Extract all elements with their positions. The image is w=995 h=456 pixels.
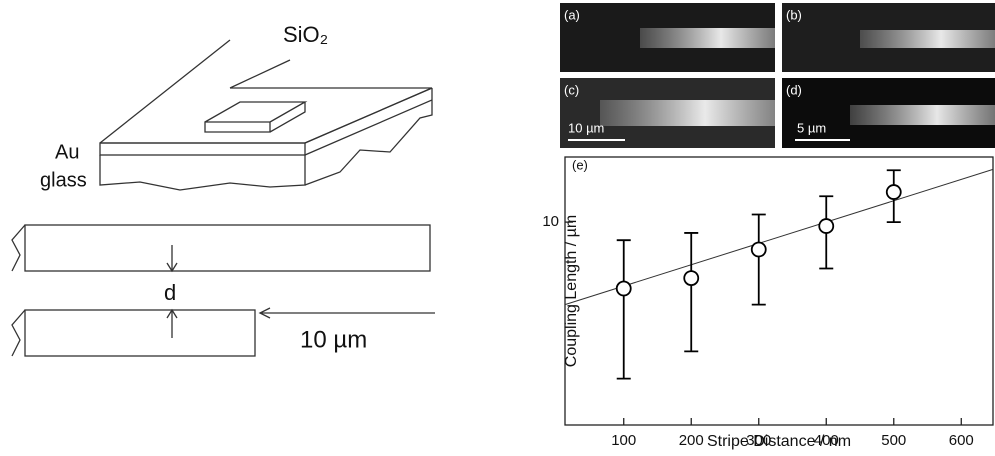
error-bar [751, 213, 766, 306]
au-layer [99, 142, 306, 156]
slab-top [100, 87, 433, 144]
stripe-bottom [24, 309, 256, 357]
x-tick-label: 300 [746, 432, 771, 449]
oxide-label: SiO₂ [283, 22, 328, 47]
scale-label: 10 µm [568, 120, 604, 135]
x-tick-label: 200 [679, 432, 704, 449]
point [683, 270, 700, 287]
panel-label: (d) [786, 82, 802, 97]
panel-label: (c) [564, 82, 579, 97]
diagram [11, 39, 435, 357]
y-axis-label: Coupling Length / µm [563, 215, 580, 367]
break [11, 224, 26, 272]
glass-layer [99, 155, 306, 191]
gap-label: d [164, 280, 176, 305]
x-tick-label: 100 [611, 432, 636, 449]
gap-arrow [166, 262, 178, 273]
scale-label: 5 µm [797, 120, 826, 135]
x-tick-label: 500 [881, 432, 906, 449]
fit-line [564, 168, 994, 306]
point [818, 218, 835, 234]
error-bar [616, 239, 631, 380]
length-label: 10 µm [300, 326, 367, 353]
error-bar [684, 232, 699, 353]
panel-label: (e) [572, 157, 588, 172]
y-tick-label: 10 [542, 213, 559, 230]
oxide-stripe [204, 101, 308, 133]
plot-frame [564, 156, 994, 426]
substrate-label: glass [40, 169, 87, 191]
slab-side [304, 88, 433, 186]
panel-streak [600, 100, 775, 126]
panel-streak [850, 105, 995, 125]
panel-streak [860, 30, 995, 48]
x-tick-label: 400 [814, 432, 839, 449]
point [615, 280, 632, 297]
metal-label: Au [55, 141, 79, 163]
x-tick-label: 600 [949, 432, 974, 449]
panels [560, 3, 995, 148]
point [885, 184, 902, 200]
panel-streak [640, 28, 775, 48]
gap-arrow [166, 308, 178, 319]
x-axis-label: Stripe Distance / nm [707, 433, 851, 450]
break [11, 309, 26, 357]
stripe-top [24, 224, 431, 272]
slab-edge [304, 87, 433, 144]
panel-label: (a) [564, 7, 580, 22]
panel-label: (b) [786, 7, 802, 22]
slab-edge [229, 59, 291, 89]
point [750, 241, 767, 258]
length-arrow [258, 307, 271, 319]
slab-edge [99, 39, 231, 144]
